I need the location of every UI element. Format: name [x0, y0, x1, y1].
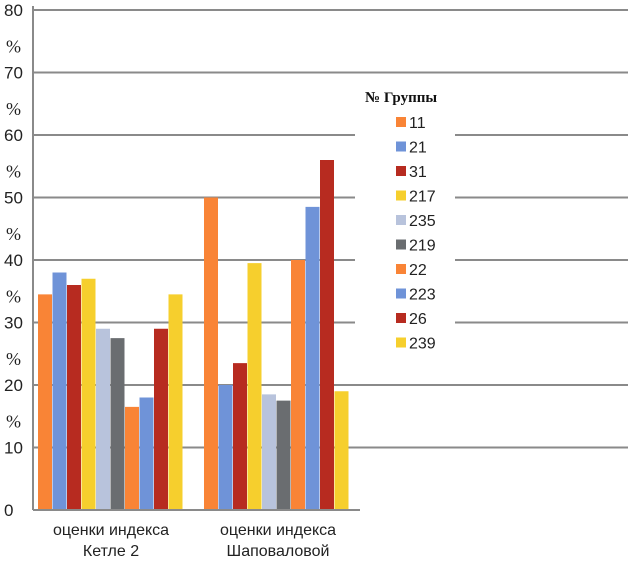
bar-217-cat1 — [81, 278, 96, 510]
y-percent-sign-10: % — [6, 412, 21, 432]
y-tick-label-0: 0 — [4, 501, 13, 520]
bar-21-cat2 — [218, 385, 233, 510]
legend-label-219: 219 — [409, 238, 436, 255]
bar-26-cat2 — [320, 160, 334, 510]
bar-239-cat1 — [168, 294, 183, 510]
legend-label-21: 21 — [409, 140, 427, 157]
legend-swatch-235 — [396, 215, 406, 225]
bar-31-cat1 — [67, 285, 81, 510]
category-labels: оценки индекса Кетле 2 оценки индекса Шапов… — [53, 522, 336, 560]
legend-swatch-219 — [396, 239, 406, 250]
y-tick-label-30: 30 — [4, 314, 23, 333]
bar-26-cat1 — [154, 328, 168, 510]
bar-223-cat1 — [139, 397, 154, 510]
y-percent-sign-40: % — [6, 224, 21, 244]
y-tick-label-60: 60 — [4, 126, 23, 145]
bar-11-cat1 — [38, 294, 52, 510]
y-percent-sign-70: % — [6, 37, 21, 57]
y-tick-label-10: 10 — [4, 439, 23, 458]
bar-31-cat2 — [233, 363, 247, 510]
bar-11-cat2 — [204, 197, 218, 510]
y-tick-label-40: 40 — [4, 251, 23, 270]
bar-22-cat1 — [125, 406, 139, 510]
y-tick-label-50: 50 — [4, 189, 23, 208]
legend-swatch-31 — [396, 166, 406, 176]
category-label-1-line-1: оценки индекса — [53, 522, 169, 539]
bar-223-cat2 — [305, 206, 320, 510]
legend-swatch-21 — [396, 141, 406, 152]
legend: № Группы 11 21 31 217 235 219 22 223 26 239 — [355, 78, 455, 380]
legend-label-239: 239 — [409, 336, 436, 353]
legend-label-31: 31 — [409, 164, 427, 181]
y-percent-sign-30: % — [6, 287, 21, 307]
y-tick-label-70: 70 — [4, 64, 23, 83]
legend-swatch-217 — [396, 190, 406, 201]
legend-label-223: 223 — [409, 287, 436, 304]
category-label-2-line-2: Шаповаловой — [227, 543, 330, 560]
bar-235-cat1 — [96, 328, 110, 510]
y-tick-labels: 010%20%30%40%50%60%70%80% — [4, 1, 23, 520]
legend-swatch-26 — [396, 313, 406, 323]
legend-label-217: 217 — [409, 189, 436, 206]
bar-22-cat2 — [291, 260, 305, 510]
bar-235-cat2 — [262, 394, 276, 510]
bar-219-cat2 — [276, 400, 291, 510]
legend-label-235: 235 — [409, 213, 436, 230]
y-percent-sign-60: % — [6, 99, 21, 119]
legend-swatch-22 — [396, 264, 406, 274]
bar-21-cat1 — [52, 272, 67, 510]
y-percent-sign-50: % — [6, 162, 21, 182]
category-label-2-line-1: оценки индекса — [220, 522, 336, 539]
y-tick-label-20: 20 — [4, 376, 23, 395]
y-tick-label-80: 80 — [4, 1, 23, 20]
bar-217-cat2 — [247, 263, 262, 510]
bar-239-cat2 — [334, 391, 349, 510]
legend-swatch-11 — [396, 117, 406, 127]
y-percent-sign-20: % — [6, 349, 21, 369]
category-label-1-line-2: Кетле 2 — [83, 543, 139, 560]
legend-label-11: 11 — [409, 115, 426, 132]
legend-label-26: 26 — [409, 311, 427, 328]
bar-219-cat1 — [110, 338, 125, 510]
legend-swatch-239 — [396, 337, 406, 348]
axes — [32, 6, 360, 511]
legend-swatch-223 — [396, 288, 406, 299]
legend-title: № Группы — [365, 90, 437, 106]
legend-background — [355, 78, 455, 380]
bars — [38, 160, 349, 510]
legend-label-22: 22 — [409, 262, 427, 279]
